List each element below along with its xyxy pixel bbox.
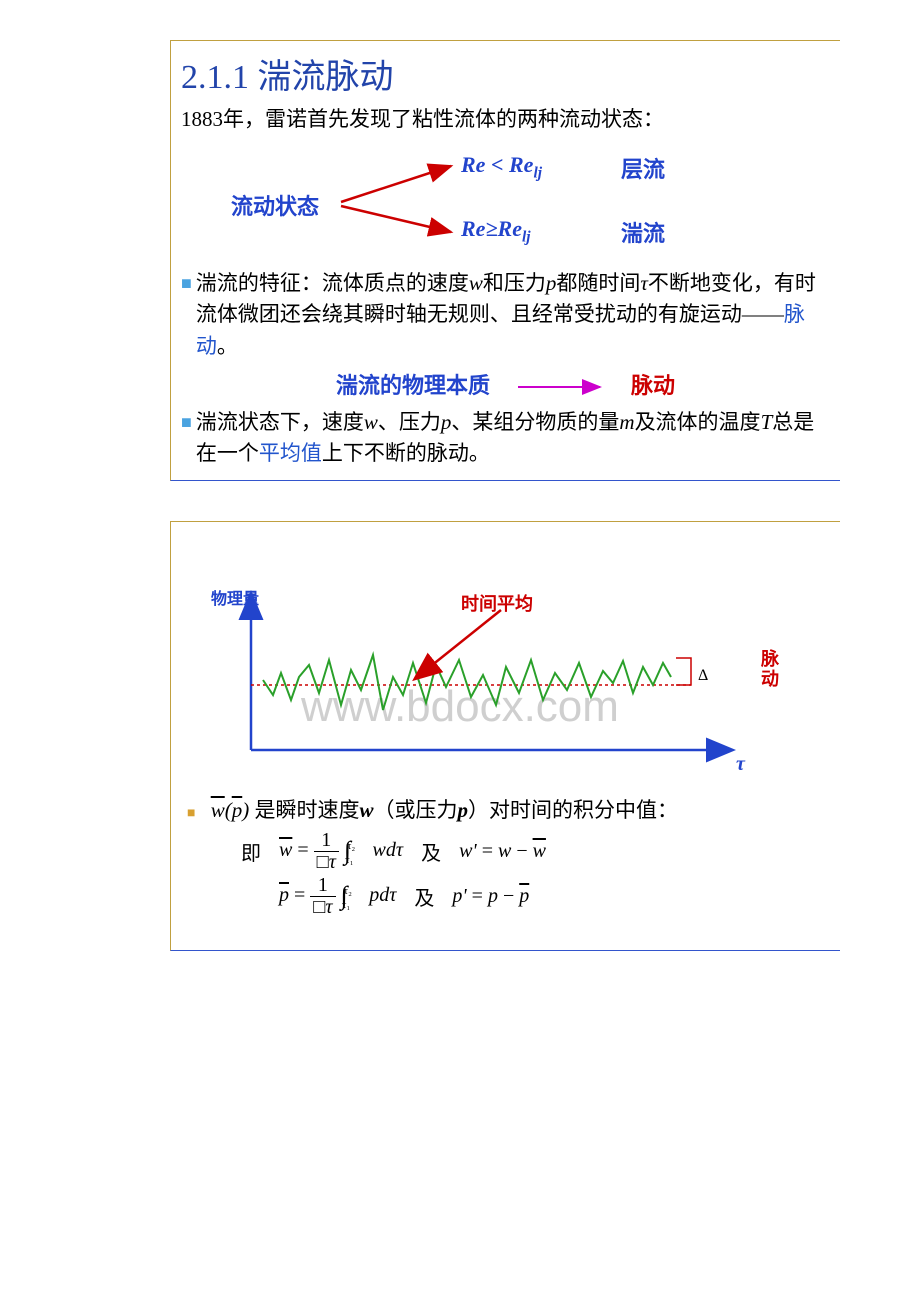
slide-2: 物理量 时间平均 Δ 脉 动 τ ■ w(p) 是瞬时速度w（或压力p）对时间的… xyxy=(170,521,840,952)
p1-p: p xyxy=(546,271,557,295)
p1-t5: 。 xyxy=(217,334,238,358)
intro-text: 1883年，雷诺首先发现了粘性流体的两种流动状态： xyxy=(181,104,830,136)
p2-T: T xyxy=(761,410,773,434)
essence-row: 湍流的物理本质 脉动 xyxy=(181,368,830,401)
eq-num2: 1 xyxy=(310,875,335,897)
pulse-label-2: 动 xyxy=(761,670,779,690)
eq-wbar: w xyxy=(279,840,292,862)
flow-label-laminar: 层流 xyxy=(621,152,665,184)
equation-block: 即 w = 1□τ ∫τ₂τ₁ wdτ 及 w' = w − w xyxy=(241,830,830,918)
slide-1: 2.1.1 湍流脉动 1883年，雷诺首先发现了粘性流体的两种流动状态： 流动状… xyxy=(170,40,840,481)
eq-box2: □ xyxy=(313,896,325,918)
mean-value-desc: ■ w(p) 是瞬时速度w（或压力p）对时间的积分中值： xyxy=(187,795,830,827)
eq-dtau2: dτ xyxy=(379,885,396,907)
p2-t2: 、压力 xyxy=(378,410,441,434)
p1-t1: 湍流的特征：流体质点的速度 xyxy=(196,271,469,295)
y-axis-label: 物理量 xyxy=(211,585,259,609)
d-w: w xyxy=(359,798,373,822)
eq-w: w xyxy=(373,840,386,862)
re-sym-2: Re xyxy=(509,152,533,177)
pulse-label-1: 脉 xyxy=(761,650,779,670)
re-sym: Re xyxy=(461,152,485,177)
time-avg-label: 时间平均 xyxy=(461,590,533,616)
eq-dtau1: dτ xyxy=(386,840,403,862)
eq-ul1: τ₂ xyxy=(347,840,355,852)
square-bullet-icon: ■ xyxy=(187,806,195,821)
para-turbulence-feature: ■ 湍流的特征：流体质点的速度w和压力p都随时间τ不断地变化，有时流体微团还会绕… xyxy=(181,268,830,363)
p2-t3: 、某组分物质的量 xyxy=(451,410,619,434)
p2-t4: 及流体的温度 xyxy=(635,410,761,434)
essence-arrow-icon xyxy=(516,375,606,401)
eq-tau2: τ xyxy=(325,896,332,918)
essence-right: 脉动 xyxy=(631,373,675,398)
flow-cond-laminar: Re < Relj xyxy=(461,152,542,182)
re-sym-4: Re xyxy=(498,216,522,241)
open-paren: ( xyxy=(225,798,232,822)
p2-w: w xyxy=(364,410,378,434)
eq-box1: □ xyxy=(317,851,329,873)
p1-t2: 和压力 xyxy=(483,271,546,295)
slide-title: 2.1.1 湍流脉动 xyxy=(181,49,830,98)
flow-cond-turbulent: Re≥Relj xyxy=(461,216,531,246)
eq-ll1: τ₁ xyxy=(345,854,353,866)
d-t3: ）对时间的积分中值： xyxy=(468,798,678,822)
eq-tau1: τ xyxy=(329,851,336,873)
eq-num1: 1 xyxy=(314,830,339,852)
lt-op: < xyxy=(485,152,509,177)
d-t1: 是瞬时速度 xyxy=(254,798,359,822)
p1-tau: τ xyxy=(640,271,648,295)
eq-and2: 及 xyxy=(414,882,434,911)
square-bullet-icon: ■ xyxy=(181,407,192,438)
eq-ll2: τ₁ xyxy=(342,899,350,911)
flow-label-turbulent: 湍流 xyxy=(621,216,665,248)
eq-pbar: p xyxy=(279,885,289,907)
eq-p2: p xyxy=(488,885,498,907)
p1-t3: 都随时间 xyxy=(556,271,640,295)
p2-p: p xyxy=(441,410,452,434)
eq-pprime: p' xyxy=(452,885,466,907)
x-axis-label: τ xyxy=(736,753,745,776)
eq-w-row: 即 w = 1□τ ∫τ₂τ₁ wdτ 及 w' = w − w xyxy=(241,830,830,873)
pbar-sym: p xyxy=(232,798,243,822)
ge-op: ≥ xyxy=(485,216,497,241)
eq-and1: 及 xyxy=(421,837,441,866)
wbar-sym: w xyxy=(211,798,225,822)
p2-keyword-mean: 平均值 xyxy=(259,441,322,465)
re-sub-2: lj xyxy=(522,228,531,245)
eq-pbar2: p xyxy=(519,885,529,907)
delta-label: Δ xyxy=(698,667,708,685)
essence-left: 湍流的物理本质 xyxy=(336,373,490,398)
eq-w2: w xyxy=(498,840,511,862)
flow-root-label: 流动状态 xyxy=(231,189,319,221)
d-p: p xyxy=(458,798,469,822)
p2-t1: 湍流状态下，速度 xyxy=(196,410,364,434)
re-sub: lj xyxy=(533,164,542,181)
p1-w: w xyxy=(469,271,483,295)
eq-p-row: 即 p = 1□τ ∫τ₂τ₁ pdτ 及 p' = p − p xyxy=(241,875,830,918)
eq-wbar2: w xyxy=(533,840,546,862)
pulsation-chart: 物理量 时间平均 Δ 脉 动 τ xyxy=(201,580,810,785)
para-turbulence-state: ■ 湍流状态下，速度w、压力p、某组分物质的量m及流体的温度T总是在一个平均值上… xyxy=(181,407,830,470)
eq-p: p xyxy=(369,885,379,907)
re-sym-3: Re xyxy=(461,216,485,241)
p2-t6: 上下不断的脉动。 xyxy=(322,441,490,465)
eq-ul2: τ₂ xyxy=(344,885,352,897)
flow-state-diagram: 流动状态 Re < Relj 层流 Re≥Relj 湍流 xyxy=(181,144,830,264)
close-paren: ) xyxy=(242,798,249,822)
eq-wprime: w' xyxy=(459,840,477,862)
square-bullet-icon: ■ xyxy=(181,268,192,299)
eq-leading: 即 xyxy=(241,837,261,866)
d-t2: （或压力 xyxy=(374,798,458,822)
p2-m: m xyxy=(619,410,634,434)
